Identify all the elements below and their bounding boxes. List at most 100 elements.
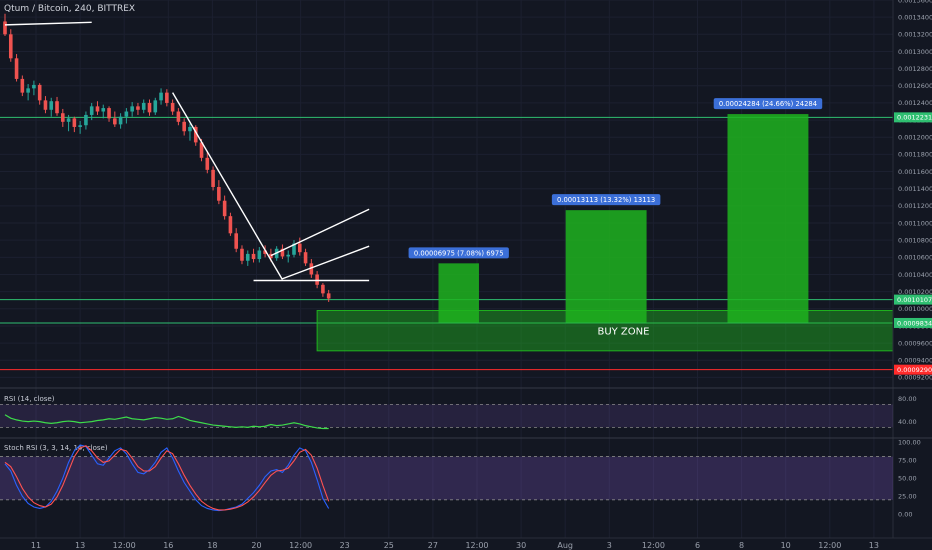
target-bar [565,210,647,323]
candle-body [292,243,296,255]
trendline [270,208,370,257]
candle-body [165,92,169,103]
candle-body [199,142,204,158]
candle-body [234,233,238,249]
rsi-pane: RSI (14, close) 80.00 40.00 [0,395,917,430]
rsi-axis-ticks: 80.00 40.00 [898,395,917,426]
time-tick-label: 20 [251,541,261,550]
stoch-k-path [4,444,330,512]
time-tick-label: 13 [75,541,85,550]
time-tick-label: 12:00 [289,541,312,550]
candle-body [14,58,19,79]
time-tick-label: 13 [869,541,879,550]
stoch-tick-label: 50.00 [898,474,917,482]
buy-zone-label: BUY ZONE [597,327,649,338]
candle-body [3,21,7,35]
time-tick-label: 27 [428,541,438,550]
trendline [4,21,92,26]
candle-body [20,78,25,93]
stoch-rsi-pane: Stoch RSI (3, 3, 14, 14, close) 100.00 75… [0,438,921,519]
target-bar [438,263,479,323]
stoch-band [0,456,893,500]
time-tick-label: 18 [207,541,217,550]
candle-body [297,243,302,253]
candle-body [170,102,175,112]
price-label: 0.00098349 [897,319,932,327]
candle-body [37,84,42,101]
candle-body [95,106,100,112]
price-label: 0.00122319 [897,114,932,122]
time-axis-labels: 11 13 12:00 16 18 20 12:00 23 25 27 12:00 30 Aug 3 12:… [31,541,879,550]
stoch-tick-label: 100.00 [898,438,921,446]
candle-body [211,169,215,187]
time-tick-label: 11 [31,541,41,550]
stoch-tick-label: 25.00 [898,493,917,501]
candle-body [263,250,267,254]
rsi-title: RSI (14, close) [4,395,55,403]
candle-body [257,250,262,260]
stoch-axis-ticks: 100.00 75.00 50.00 25.00 0.00 [898,438,921,518]
candle-body [222,200,227,217]
candle-body [130,106,134,112]
target-label: 0.00024284 (24.66%) 24284 [719,100,817,108]
rsi-tick-label: 40.00 [898,418,917,426]
price-label: 0.00092903 [897,366,932,374]
time-tick-label: Aug [557,541,573,550]
candle-body [26,88,30,93]
rsi-tick-label: 80.00 [898,395,917,403]
candle-body [66,118,71,122]
candle-body [240,248,244,261]
trendline [172,92,284,280]
candle-body [251,253,256,260]
trendlines [4,21,370,282]
price-label-box [894,364,932,375]
candle-body [176,111,181,122]
candle-body [321,284,325,294]
candle-body [124,111,129,117]
candle-body [286,254,291,257]
rsi-line [4,414,329,430]
time-tick-label: 23 [340,541,350,550]
time-tick-label: 12:00 [465,541,488,550]
candle-body [107,108,111,119]
target-bar [727,114,809,323]
candle-body [205,157,210,170]
candle-body [84,114,88,126]
candle-body [141,102,146,110]
candle-body [153,100,158,113]
candle-body [159,92,163,101]
candle-body [72,118,77,127]
chart-title: Qtum / Bitcoin, 240, BITTREX [4,4,135,14]
candle-body [269,253,273,259]
candle-body [101,108,106,112]
candle-body [217,186,221,201]
stoch-tick-label: 0.00 [898,511,912,519]
candle-body [8,34,13,59]
time-tick-label: 8 [739,541,744,550]
stoch-title: Stoch RSI (3, 3, 14, 14, close) [4,444,108,452]
candle-body [228,216,233,234]
candle-body [303,252,308,264]
candle-body [61,113,65,122]
candle-body [32,84,36,89]
candle-body [188,126,192,132]
candle-body [49,101,54,110]
candle-body [136,106,140,110]
time-tick-label: 6 [695,541,700,550]
